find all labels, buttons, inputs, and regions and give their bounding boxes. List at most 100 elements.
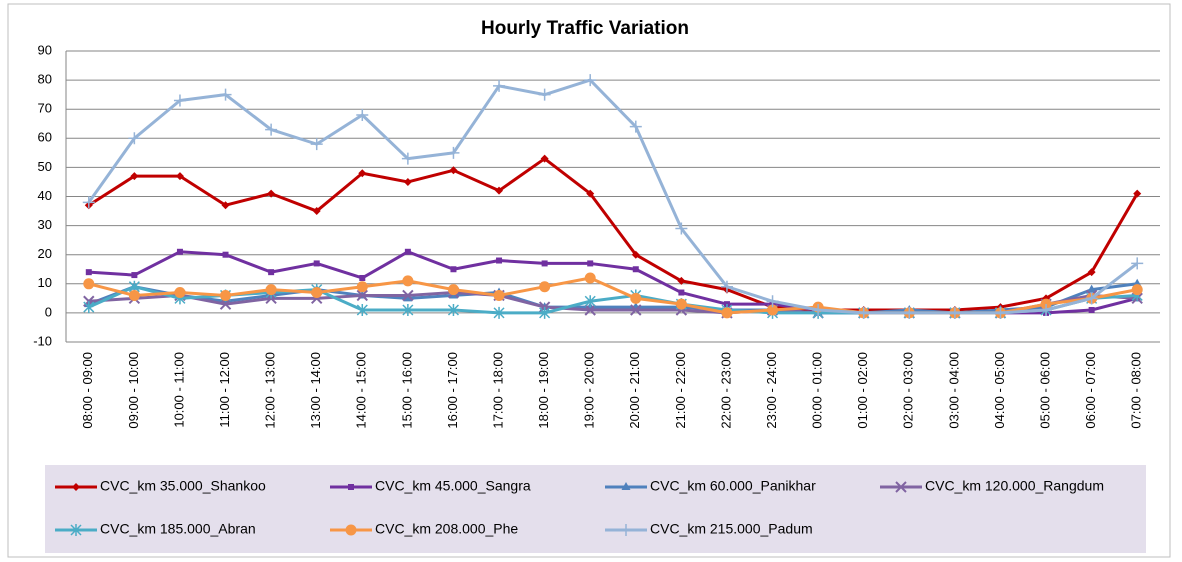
marker xyxy=(267,189,276,198)
marker xyxy=(857,306,870,319)
y-tick-label: 10 xyxy=(38,275,52,290)
marker xyxy=(220,289,232,301)
marker xyxy=(348,484,354,490)
marker xyxy=(311,287,323,299)
marker xyxy=(447,284,459,296)
marker xyxy=(1131,257,1144,270)
y-tick-label: 90 xyxy=(38,42,52,57)
marker xyxy=(1040,303,1053,316)
marker xyxy=(675,222,688,235)
marker xyxy=(128,132,141,145)
marker xyxy=(493,289,505,301)
legend-label: CVC_km 60.000_Panikhar xyxy=(650,478,816,494)
marker xyxy=(632,266,639,273)
marker xyxy=(265,123,278,136)
marker xyxy=(356,109,369,122)
marker xyxy=(128,289,140,301)
marker xyxy=(584,74,597,87)
legend-label: CVC_km 185.000_Abran xyxy=(100,521,256,537)
marker xyxy=(310,138,323,151)
x-tick-label: 13:00 - 14:00 xyxy=(308,352,323,429)
x-tick-label: 16:00 - 17:00 xyxy=(445,352,460,429)
marker xyxy=(495,186,504,195)
marker xyxy=(402,303,414,316)
marker xyxy=(1133,189,1142,198)
x-tick-label: 02:00 - 03:00 xyxy=(901,352,916,429)
marker xyxy=(766,295,779,308)
x-tick-label: 09:00 - 10:00 xyxy=(126,352,141,429)
marker xyxy=(621,482,631,490)
marker xyxy=(268,269,275,276)
y-tick-label: 20 xyxy=(38,246,52,261)
x-tick-label: 22:00 - 23:00 xyxy=(718,352,733,429)
y-tick-label: 70 xyxy=(38,101,52,116)
x-tick-label: 18:00 - 19:00 xyxy=(536,352,551,429)
marker xyxy=(812,303,825,316)
marker xyxy=(174,287,186,299)
marker xyxy=(586,189,595,198)
marker xyxy=(1087,268,1096,277)
x-tick-label: 21:00 - 22:00 xyxy=(673,352,688,429)
marker xyxy=(401,152,414,165)
y-tick-label: 30 xyxy=(38,217,52,232)
series-line xyxy=(87,78,1139,315)
x-tick-label: 06:00 - 07:00 xyxy=(1083,352,1098,429)
x-tick-label: 01:00 - 02:00 xyxy=(855,352,870,429)
marker xyxy=(496,257,503,264)
marker xyxy=(70,524,82,536)
marker xyxy=(678,289,685,296)
marker xyxy=(895,481,907,493)
marker xyxy=(402,275,414,287)
marker xyxy=(540,154,549,163)
marker xyxy=(72,483,80,491)
marker xyxy=(493,306,505,319)
marker xyxy=(356,289,368,302)
chart-title: Hourly Traffic Variation xyxy=(481,18,689,39)
marker xyxy=(767,304,779,316)
x-tick-label: 05:00 - 06:00 xyxy=(1037,352,1052,429)
marker xyxy=(948,306,961,319)
x-tick-label: 19:00 - 20:00 xyxy=(582,352,597,429)
marker xyxy=(221,201,230,210)
marker xyxy=(539,281,551,293)
marker xyxy=(173,94,186,107)
marker xyxy=(222,251,229,258)
legend-box xyxy=(45,465,1146,553)
marker xyxy=(404,248,411,255)
marker xyxy=(175,172,184,181)
marker xyxy=(720,280,733,293)
legend-label: CVC_km 35.000_Shankoo xyxy=(100,478,266,494)
x-tick-label: 20:00 - 21:00 xyxy=(627,352,642,429)
marker xyxy=(493,79,506,92)
x-tick-label: 07:00 - 08:00 xyxy=(1129,352,1144,429)
x-tick-label: 04:00 - 05:00 xyxy=(992,352,1007,429)
marker xyxy=(447,303,459,316)
y-tick-label: -10 xyxy=(33,333,52,348)
marker xyxy=(403,177,412,186)
marker xyxy=(1131,284,1143,296)
marker xyxy=(541,260,548,267)
marker xyxy=(403,293,413,302)
marker xyxy=(82,196,95,209)
marker xyxy=(1087,284,1097,293)
marker xyxy=(176,248,183,255)
x-tick-label: 11:00 - 12:00 xyxy=(217,352,232,428)
marker xyxy=(630,304,642,316)
marker xyxy=(675,298,687,310)
marker xyxy=(450,266,457,273)
marker xyxy=(345,524,357,536)
marker xyxy=(630,292,642,304)
marker xyxy=(994,306,1007,319)
y-tick-label: 50 xyxy=(38,159,52,174)
marker xyxy=(358,169,367,178)
marker xyxy=(447,146,460,159)
marker xyxy=(631,250,640,259)
marker xyxy=(721,307,733,319)
x-tick-label: 10:00 - 11:00 xyxy=(171,352,186,428)
x-tick-label: 08:00 - 09:00 xyxy=(80,352,95,429)
legend-label: CVC_km 215.000_Padum xyxy=(650,521,813,537)
marker xyxy=(1085,292,1098,305)
x-tick-label: 15:00 - 16:00 xyxy=(399,352,414,429)
marker xyxy=(677,276,686,285)
